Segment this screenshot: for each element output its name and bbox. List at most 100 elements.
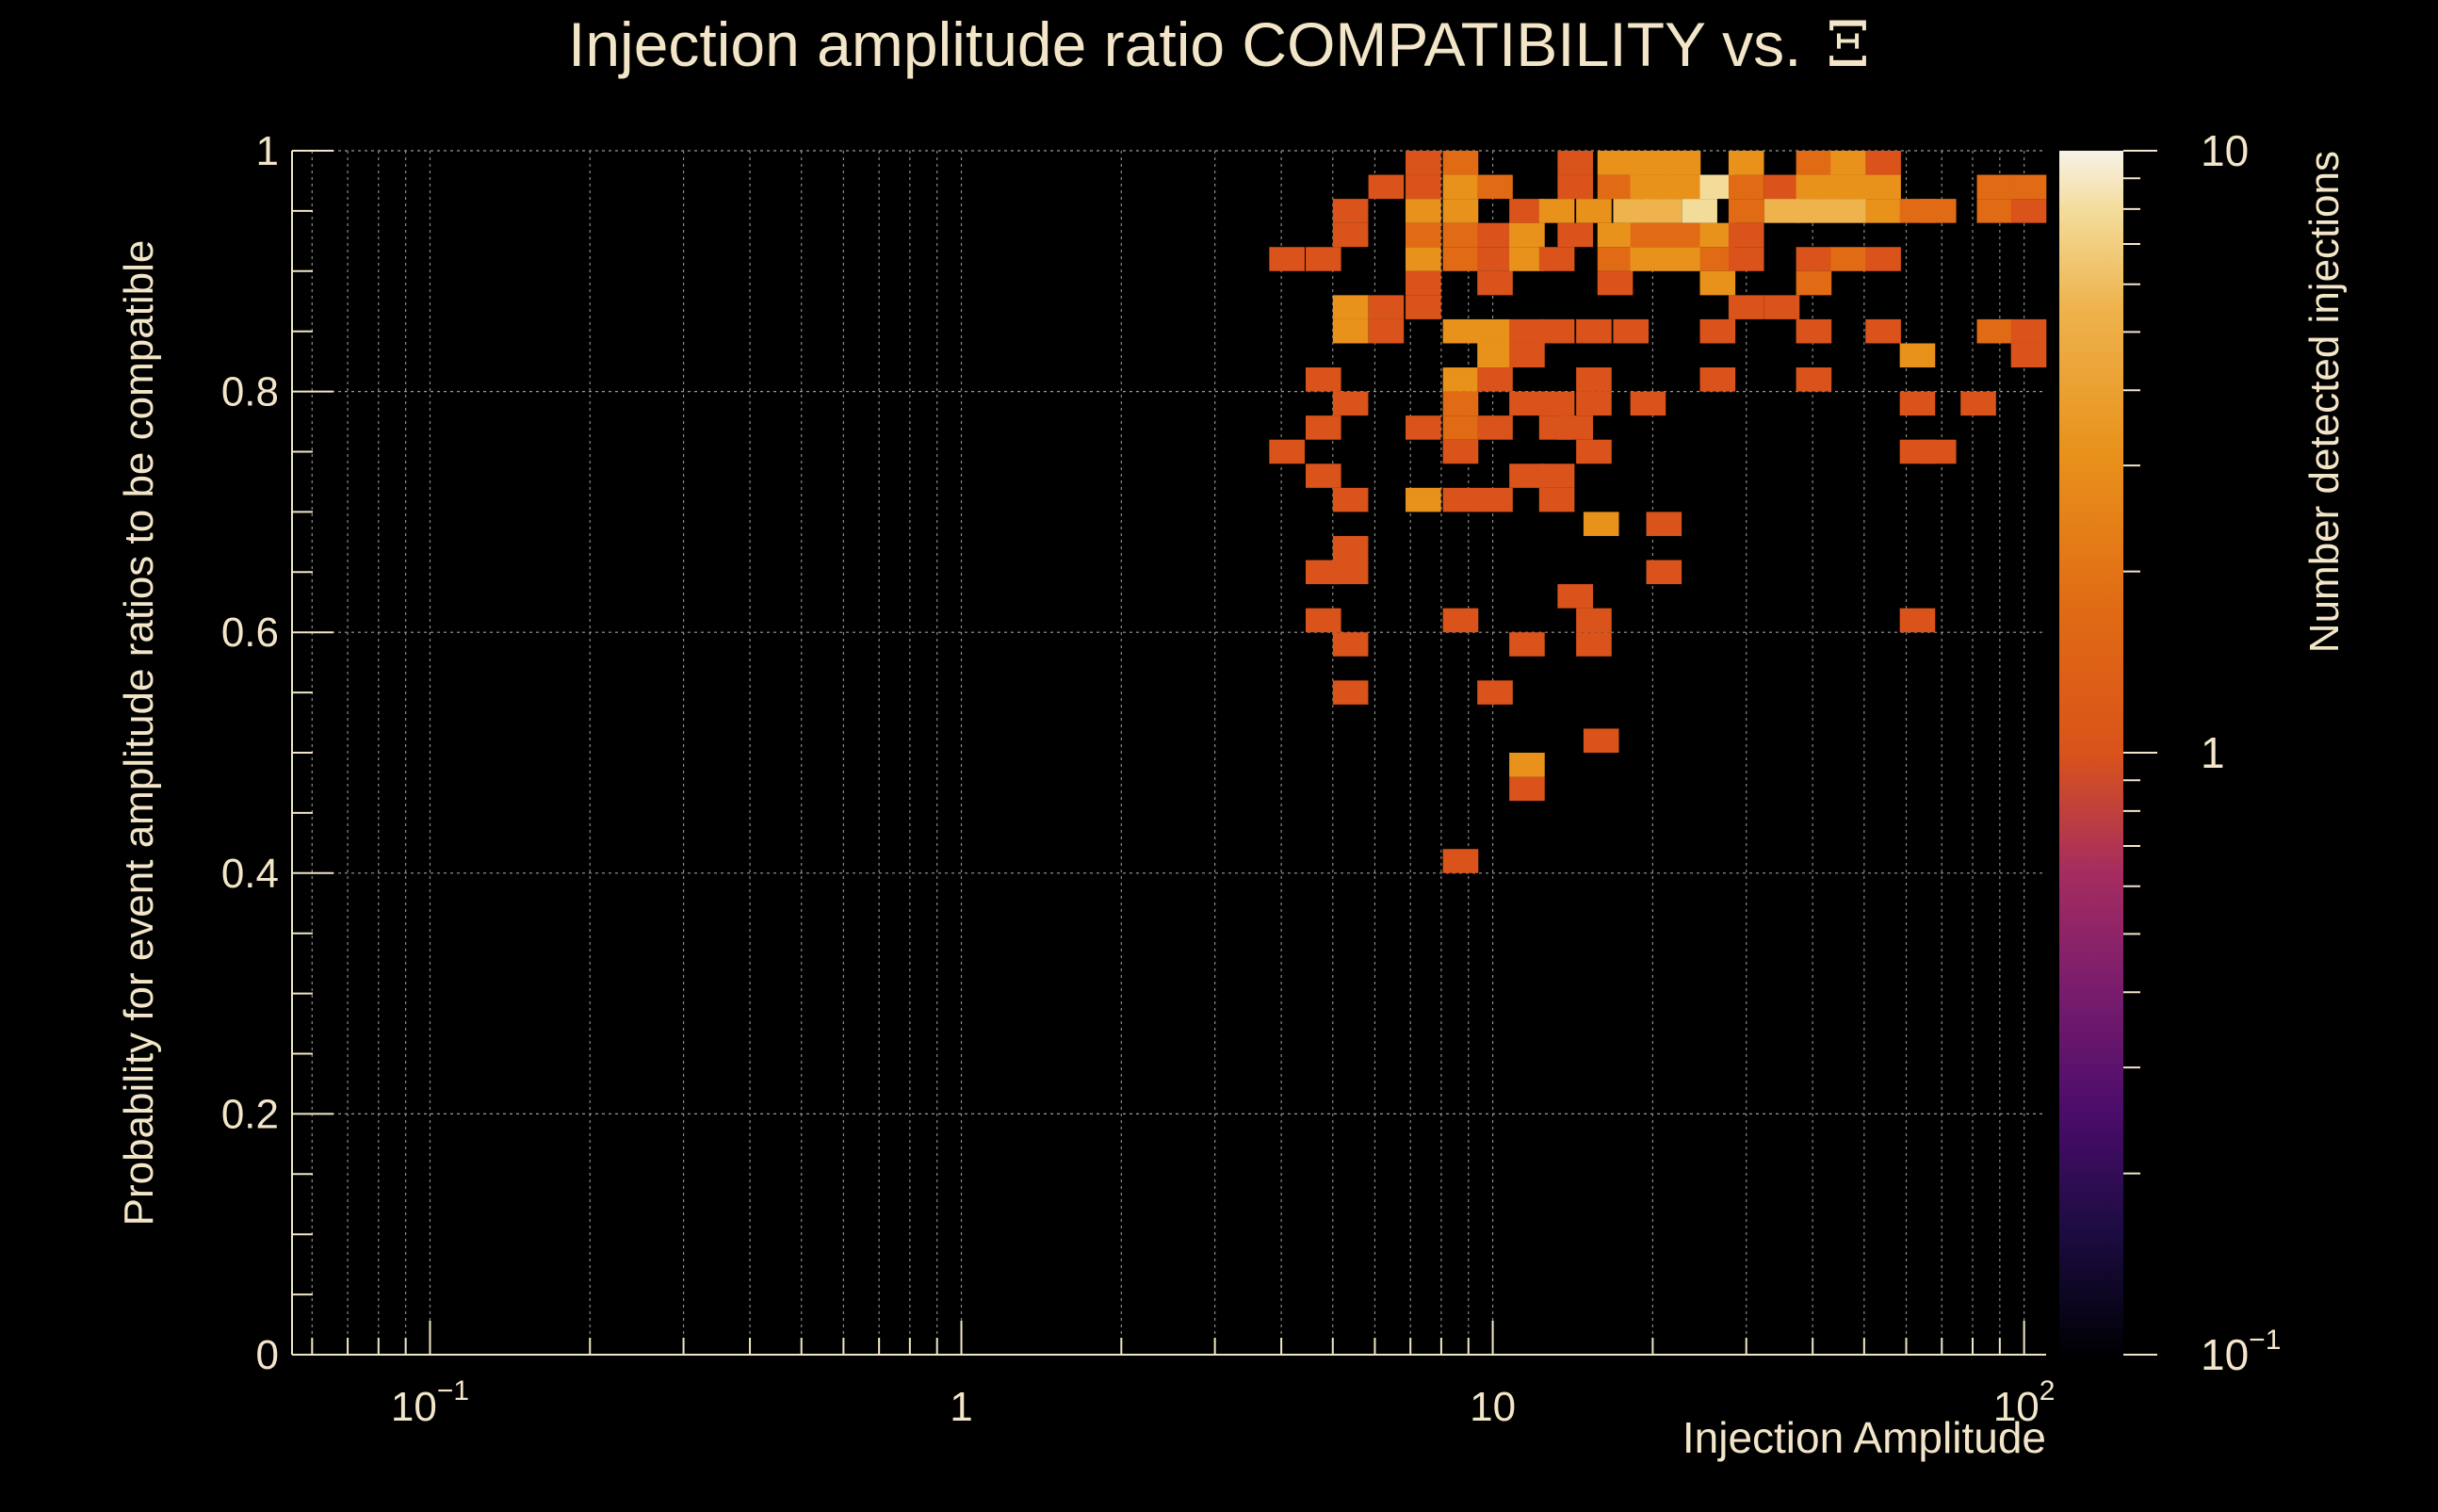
- heatmap-bin: [1442, 367, 1479, 392]
- colorbar-tick-label: 10: [2201, 126, 2249, 175]
- heatmap-bin: [1305, 608, 1341, 633]
- heatmap-bin: [1509, 776, 1545, 802]
- heatmap-bin: [1597, 247, 1633, 271]
- x-tick-label: 1: [950, 1384, 972, 1430]
- y-tick-label: 0.6: [221, 610, 279, 656]
- heatmap-bin: [1442, 608, 1479, 633]
- heatmap-bin: [1509, 463, 1545, 488]
- heatmap-bin: [1796, 247, 1832, 271]
- heatmap-bin: [1728, 151, 1764, 175]
- chart-title: Injection amplitude ratio COMPATIBILITY …: [568, 8, 1870, 81]
- heatmap-bin: [1865, 151, 1901, 175]
- colorbar-tick-label: 1: [2201, 728, 2225, 777]
- heatmap-bin: [1960, 391, 1996, 416]
- heatmap-bins: [1269, 151, 2047, 873]
- heatmap-bin: [1442, 439, 1479, 464]
- heatmap-bin: [2010, 199, 2047, 223]
- heatmap-bin: [1728, 222, 1764, 248]
- heatmap-bin: [1728, 295, 1764, 319]
- heatmap-bin: [1406, 151, 1441, 175]
- heatmap-bin: [1442, 199, 1479, 223]
- heatmap-bin: [1442, 849, 1479, 873]
- heatmap-bin: [1728, 174, 1764, 200]
- heatmap-bin: [1406, 174, 1441, 200]
- heatmap-bin: [1442, 318, 1479, 344]
- y-axis-ticks: 0 0.2 0.4 0.6 0.8 1: [221, 128, 333, 1378]
- heatmap-bin: [1728, 199, 1764, 223]
- heatmap-bin: [1477, 415, 1513, 440]
- heatmap-bin: [1597, 151, 1633, 175]
- heatmap-bin: [1796, 174, 1832, 200]
- heatmap-bin: [1442, 487, 1479, 512]
- heatmap-bin: [1830, 247, 1866, 271]
- heatmap-bin: [1332, 632, 1369, 657]
- heatmap-bin: [1597, 222, 1633, 248]
- heatmap-bin: [1665, 222, 1701, 248]
- heatmap-bin: [1830, 151, 1866, 175]
- heatmap-bin: [1665, 174, 1701, 200]
- heatmap-bin: [1509, 753, 1545, 777]
- heatmap-bin: [1538, 247, 1575, 271]
- heatmap-bin: [1576, 632, 1612, 657]
- heatmap-bin: [1796, 199, 1832, 223]
- heatmap-bin: [1538, 463, 1575, 488]
- heatmap-bin: [1477, 318, 1513, 344]
- heatmap-bin: [1865, 199, 1901, 223]
- heatmap-bin: [1332, 487, 1369, 512]
- heatmap-bin: [1538, 199, 1575, 223]
- heatmap-bin: [1509, 318, 1545, 344]
- y-tick-label: 0: [256, 1332, 279, 1378]
- heatmap-bin: [1477, 367, 1513, 392]
- heatmap-bin: [1865, 318, 1901, 344]
- heatmap-bin: [1763, 199, 1800, 223]
- heatmap-bin: [1682, 199, 1717, 223]
- heatmap-bin: [1630, 222, 1666, 248]
- heatmap-bin: [1583, 512, 1619, 536]
- colorbar-gradient: [2059, 151, 2123, 1355]
- heatmap-bin: [1442, 247, 1479, 271]
- y-tick-label: 0.8: [221, 369, 279, 415]
- heatmap-bin: [1269, 247, 1305, 271]
- heatmap-bin: [1368, 295, 1405, 319]
- heatmap-bin: [1538, 487, 1575, 512]
- heatmap-bin: [1728, 247, 1764, 271]
- y-tick-label: 0.4: [221, 851, 279, 897]
- heatmap-bin: [1509, 222, 1545, 248]
- heatmap-bin: [1763, 174, 1800, 200]
- heatmap-bin: [1406, 487, 1441, 512]
- heatmap-bin: [1269, 439, 1305, 464]
- heatmap-bin: [1477, 487, 1513, 512]
- heatmap-bin: [1477, 343, 1513, 368]
- heatmap-bin: [1332, 318, 1369, 344]
- colorbar-ticks: 10−1 1 10: [2123, 126, 2281, 1379]
- heatmap-bin: [1332, 391, 1369, 416]
- heatmap-bin: [1368, 174, 1405, 200]
- heatmap-bin: [1406, 415, 1441, 440]
- heatmap-bin: [1613, 199, 1650, 223]
- heatmap-bin: [1368, 318, 1405, 344]
- x-axis-label: Injection Amplitude: [1682, 1413, 2046, 1462]
- heatmap-bin: [1576, 439, 1612, 464]
- heatmap-bin: [1630, 391, 1666, 416]
- heatmap-bin: [1509, 247, 1545, 271]
- heatmap-bin: [1442, 174, 1479, 200]
- heatmap-bin: [1976, 199, 2013, 223]
- heatmap-bin: [1630, 247, 1666, 271]
- heatmap-bin: [1538, 318, 1575, 344]
- y-axis-label: Probability for event amplitude ratios t…: [116, 240, 162, 1227]
- x-axis-ticks: 10−1 1 10 102: [311, 1321, 2055, 1430]
- heatmap-bin: [1332, 535, 1369, 561]
- heatmap-bin: [1699, 318, 1736, 344]
- colorbar-tick-label: 10−1: [2201, 1325, 2281, 1379]
- heatmap-bin: [1442, 222, 1479, 248]
- heatmap-bin: [1477, 174, 1513, 200]
- y-tick-label: 1: [256, 128, 279, 174]
- heatmap-bin: [1557, 222, 1594, 248]
- heatmap-bin: [1509, 632, 1545, 657]
- heatmap-bin: [1920, 199, 1957, 223]
- heatmap-bin: [1305, 367, 1341, 392]
- x-tick-label: 10−1: [391, 1375, 469, 1430]
- heatmap-bin: [1699, 270, 1736, 296]
- heatmap-bin: [1865, 174, 1901, 200]
